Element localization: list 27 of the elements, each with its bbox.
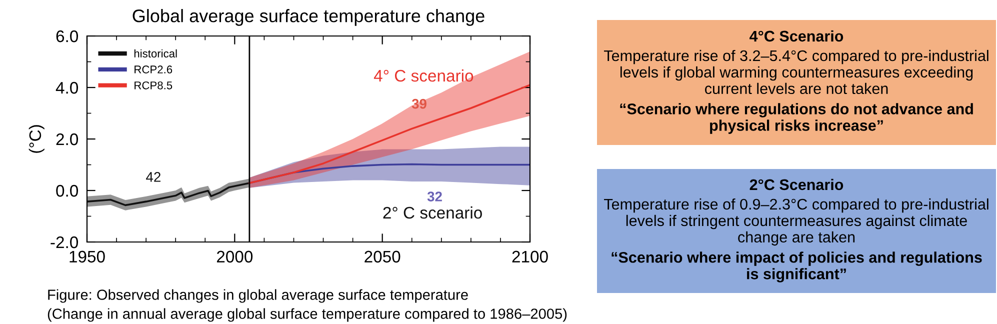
y-tick-label: -2.0	[50, 236, 78, 248]
annotation: 32	[427, 192, 442, 202]
legend-label: RCP8.5	[134, 81, 172, 90]
line-series	[248, 84, 530, 184]
legend-label: RCP2.6	[134, 66, 172, 74]
text: Figure: Observed changes in global average surface temperature	[48, 289, 468, 303]
legend-label: historical	[134, 49, 177, 58]
y-axis-title: (°C)	[28, 125, 44, 153]
text: “Scenario where regulations do not advance and physical risks increase”	[620, 103, 973, 134]
annotation: 4° C scenario	[374, 69, 474, 82]
x-tick-label: 2050	[364, 250, 400, 263]
text: 2°C Scenario	[750, 178, 844, 190]
y-tick-label: 6.0	[56, 30, 78, 42]
annotation: 2° C scenario	[383, 206, 482, 219]
text: (Change in annual average global surface temperature compared to 1986–2005)	[48, 308, 567, 322]
y-tick-label: 4.0	[56, 82, 78, 94]
x-tick-label: 2000	[216, 250, 253, 263]
text: Temperature rise of 0.9–2.3°C compared to pre-industrial levels if stringent countermeasures against climate change are taken	[604, 198, 988, 246]
text: Temperature rise of 3.2–5.4°C compared to pre-industrial levels if global warming countermeasures exceeding current levels are not taken	[604, 50, 988, 94]
text: 4°C Scenario	[750, 30, 844, 42]
y-tick-label: 0.0	[56, 184, 78, 197]
x-tick-label: 1950	[70, 250, 105, 263]
annotation: 42	[146, 172, 160, 182]
y-tick-label: 2.0	[56, 133, 78, 146]
x-tick-label: 2100	[512, 250, 548, 263]
text: “Scenario where impact of policies and regulations is significant”	[612, 252, 982, 282]
chart-title: Global average surface temperature change	[132, 9, 484, 26]
